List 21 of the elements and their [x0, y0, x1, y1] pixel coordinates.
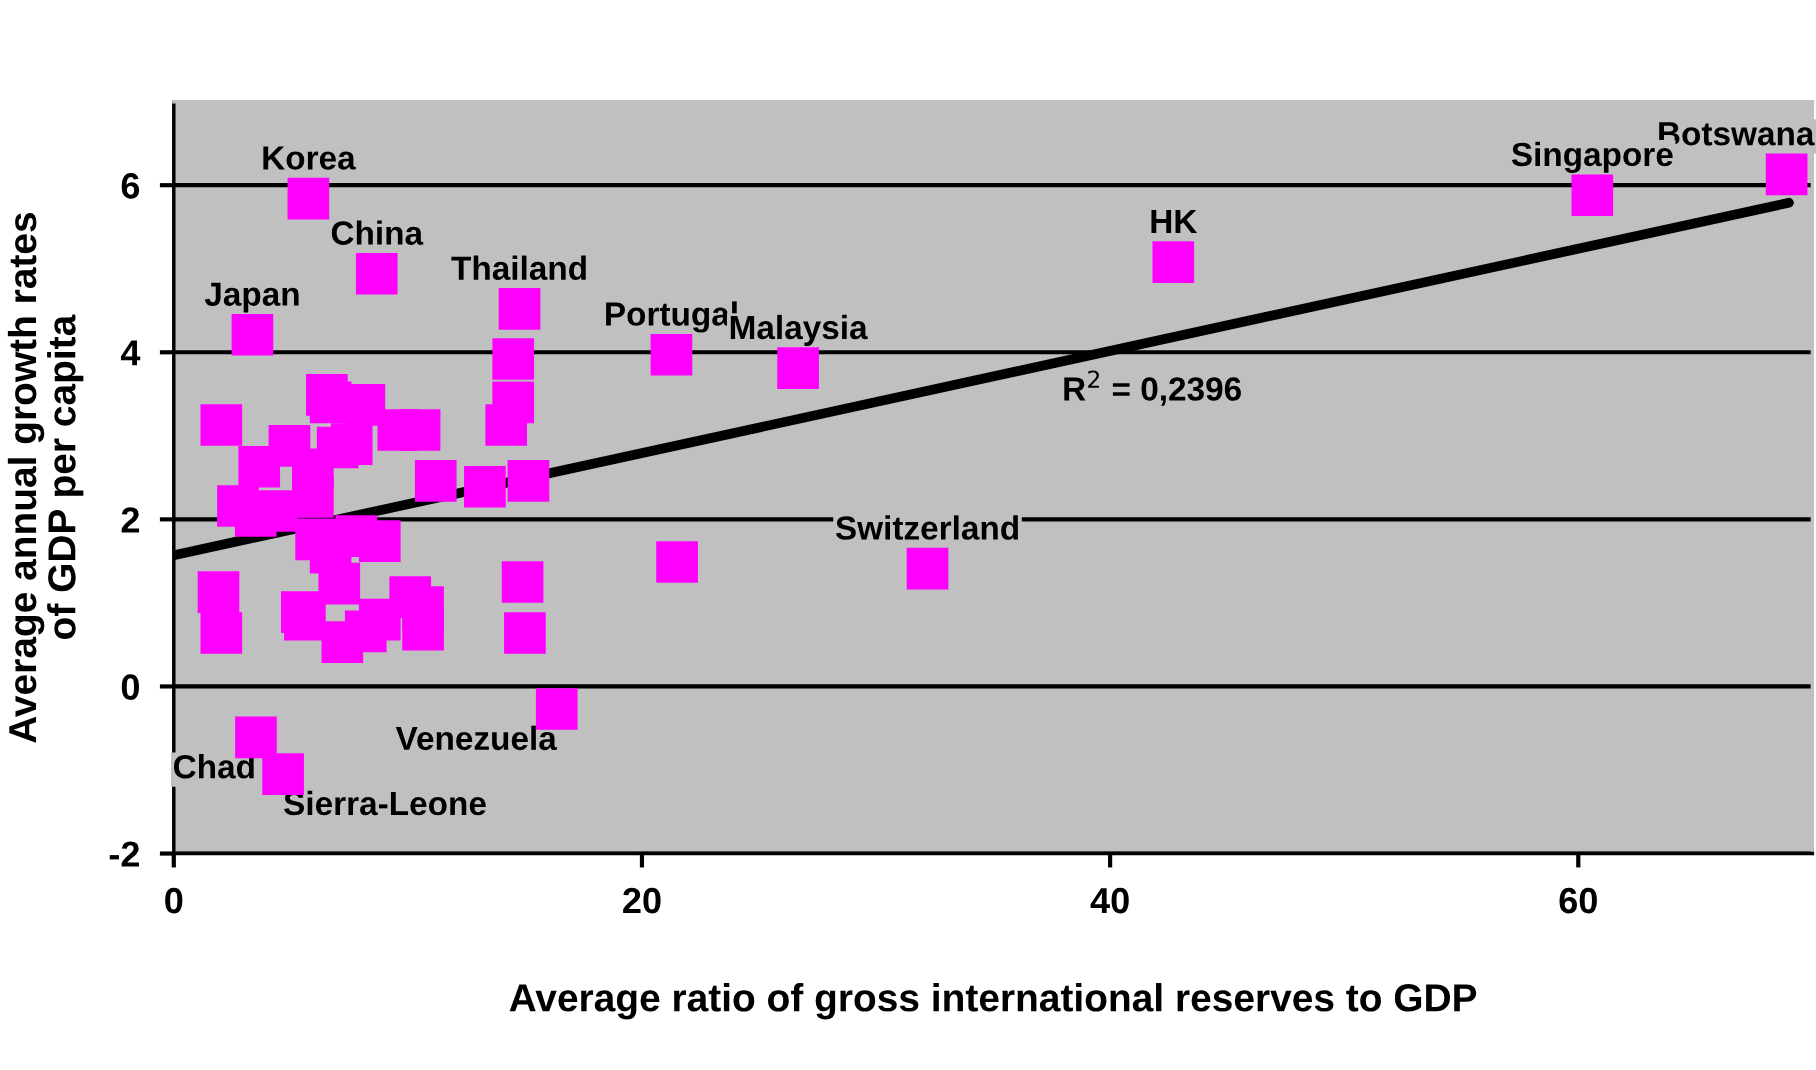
x-tick-label: 20 [623, 887, 661, 914]
annotation: HK [1151, 209, 1198, 233]
annotation: Korea [263, 146, 356, 170]
y-tick-label: 4 [120, 340, 141, 366]
x-tick-label: 60 [1559, 887, 1597, 914]
annotation: Thailand [451, 255, 586, 281]
annotation: Sierra-Leone [284, 790, 486, 816]
annotation: China [331, 220, 424, 245]
annotation: R$^{2}$ = 0,2396 [1064, 370, 1241, 406]
annotation: Chad [174, 754, 254, 779]
x-tick-label: 0 [165, 887, 183, 914]
y-tick-label: -2 [109, 841, 140, 867]
x-axis-title: Average ratio of gross international reserves to GDP [509, 983, 1477, 1020]
y-tick-label: 6 [121, 173, 140, 199]
y-tick-label: 0 [121, 674, 139, 700]
x-tick-label: 40 [1090, 887, 1129, 914]
y-tick-label: 2 [121, 507, 140, 533]
y-axis-title: Average annual growth rates of GDP per capita [7, 213, 84, 743]
annotation: Japan [204, 282, 299, 313]
annotation: Venezuela [395, 725, 557, 751]
annotation: Switzerland [835, 515, 1018, 540]
